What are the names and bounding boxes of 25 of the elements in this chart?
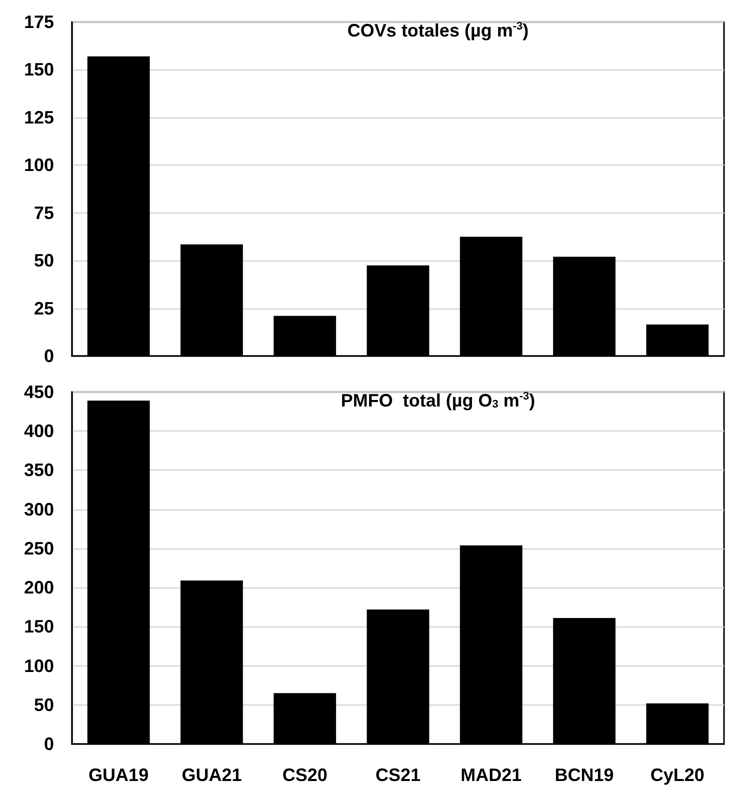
x-tick-label: GUA21 bbox=[182, 765, 242, 785]
y-tick-label: 100 bbox=[24, 656, 54, 676]
x-tick-label: CS21 bbox=[375, 765, 421, 785]
y-tick-label: 0 bbox=[44, 734, 54, 754]
y-tick-label: 100 bbox=[24, 155, 54, 176]
y-tick-label: 400 bbox=[24, 421, 54, 442]
y-tick-label: 200 bbox=[24, 578, 54, 598]
y-tick-label: 350 bbox=[24, 460, 54, 480]
x-tick-label: CyL20 bbox=[650, 765, 704, 785]
y-tick-label: 450 bbox=[24, 382, 54, 402]
x-tick-label: MAD21 bbox=[460, 765, 522, 785]
y-tick-label: 150 bbox=[24, 616, 54, 637]
x-tick-label: CS20 bbox=[282, 765, 328, 785]
y-tick-label: 75 bbox=[34, 202, 54, 223]
x-tick-label: GUA19 bbox=[88, 765, 149, 785]
y-tick-label: 50 bbox=[34, 250, 54, 271]
y-tick-label: 125 bbox=[24, 107, 54, 128]
y-tick-label: 250 bbox=[24, 538, 54, 558]
y-tick-label: 0 bbox=[44, 346, 54, 366]
y-tick-label: 25 bbox=[34, 298, 54, 318]
x-tick-label: BCN19 bbox=[554, 765, 614, 785]
y-tick-label: 175 bbox=[24, 12, 54, 32]
y-tick-label: 50 bbox=[34, 694, 54, 715]
y-tick-label: 150 bbox=[24, 60, 54, 80]
y-tick-label: 300 bbox=[24, 499, 54, 520]
